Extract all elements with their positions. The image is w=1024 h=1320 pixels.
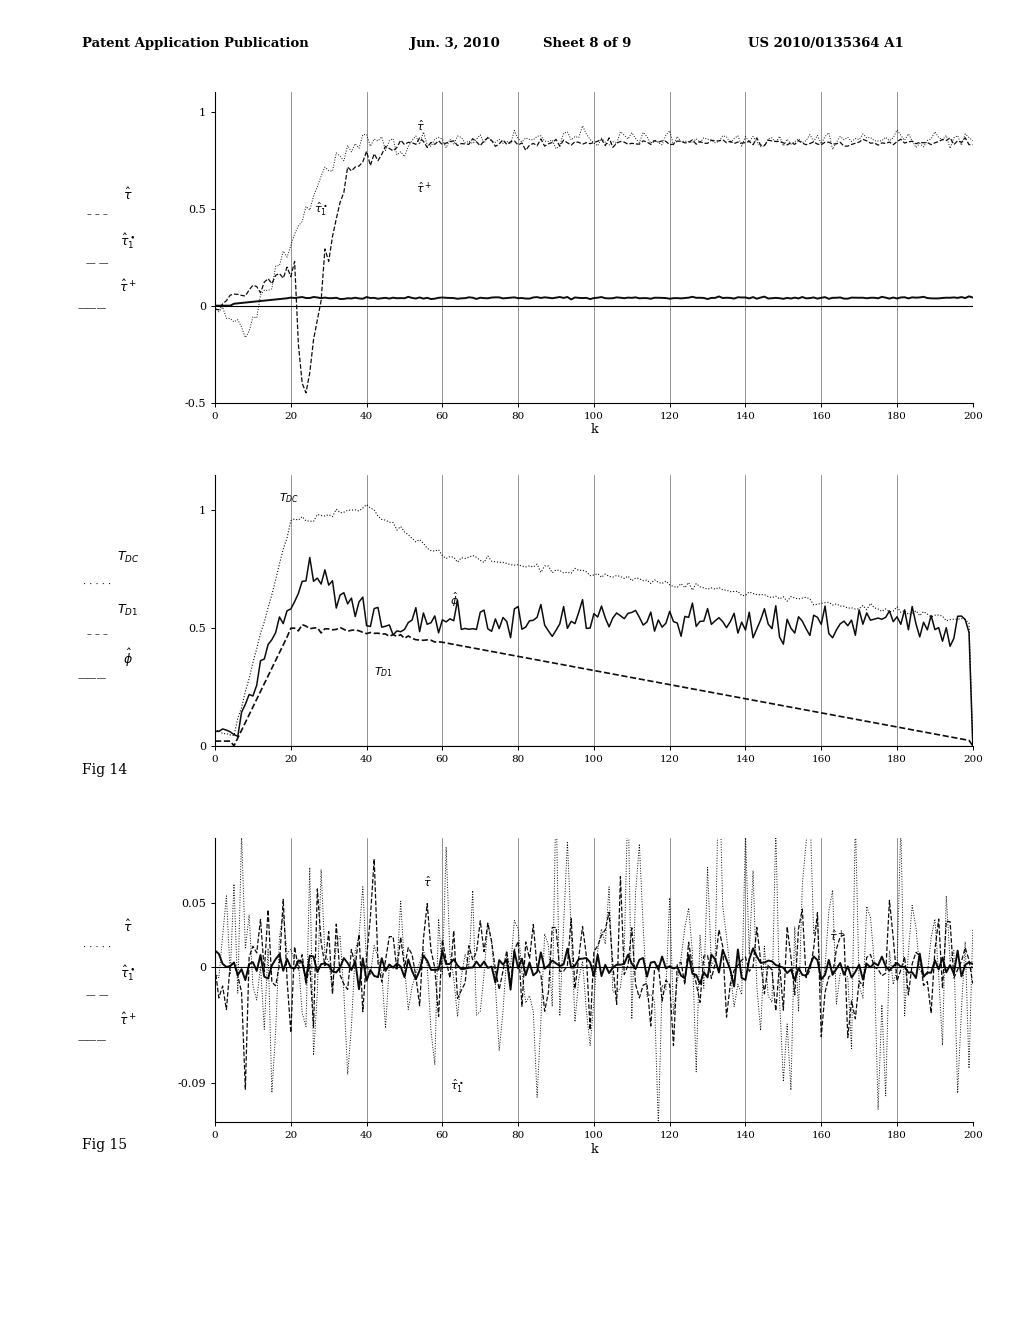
Text: $\hat{\tau}_1^\bullet$: $\hat{\tau}_1^\bullet$ [120,231,136,251]
Text: $\hat{\tau}^+$: $\hat{\tau}^+$ [416,181,432,195]
Text: $\hat{\tau}^+$: $\hat{\tau}^+$ [828,929,845,944]
Text: $\hat{\tau}^+$: $\hat{\tau}^+$ [119,279,137,296]
Text: $T_{D1}$: $T_{D1}$ [118,603,138,618]
Text: ———: ——— [78,675,106,684]
X-axis label: k: k [590,424,598,437]
Text: $\hat{\tau}$: $\hat{\tau}$ [416,119,425,133]
Text: $\hat{\phi}$: $\hat{\phi}$ [123,647,133,669]
Text: ———: ——— [78,1036,106,1045]
Text: · · · · ·: · · · · · [83,942,112,952]
Text: – – –: – – – [87,630,108,639]
Text: $\hat{\tau}_1^\bullet$: $\hat{\tau}_1^\bullet$ [120,964,136,983]
Text: $T_{D1}$: $T_{D1}$ [374,665,393,678]
Text: · · · · ·: · · · · · [83,579,112,589]
Text: $T_{DC}$: $T_{DC}$ [117,550,139,565]
Text: US 2010/0135364 A1: US 2010/0135364 A1 [748,37,903,50]
Text: Sheet 8 of 9: Sheet 8 of 9 [543,37,631,50]
Text: Fig 14: Fig 14 [82,763,127,777]
Text: Fig 15: Fig 15 [82,1138,127,1152]
Text: $\hat{\tau}_1^\bullet$: $\hat{\tau}_1^\bullet$ [450,1077,464,1094]
Text: — —: — — [86,259,109,268]
Text: – – –: – – – [87,210,108,219]
Text: $\hat{\tau}$: $\hat{\tau}$ [123,919,133,936]
Text: $T_{DC}$: $T_{DC}$ [280,491,300,504]
Text: Patent Application Publication: Patent Application Publication [82,37,308,50]
Text: $\hat{\tau}_1^\bullet$: $\hat{\tau}_1^\bullet$ [313,201,328,218]
Text: $\hat{\phi}$: $\hat{\phi}$ [450,590,459,609]
Text: $\hat{\tau}^+$: $\hat{\tau}^+$ [119,1011,137,1028]
Text: $\hat{\tau}$: $\hat{\tau}$ [424,875,432,890]
Text: — —: — — [86,991,109,1001]
X-axis label: k: k [590,1143,598,1156]
Text: Jun. 3, 2010: Jun. 3, 2010 [410,37,500,50]
Text: ———: ——— [78,304,106,313]
Text: $\hat{\tau}$: $\hat{\tau}$ [123,186,133,203]
